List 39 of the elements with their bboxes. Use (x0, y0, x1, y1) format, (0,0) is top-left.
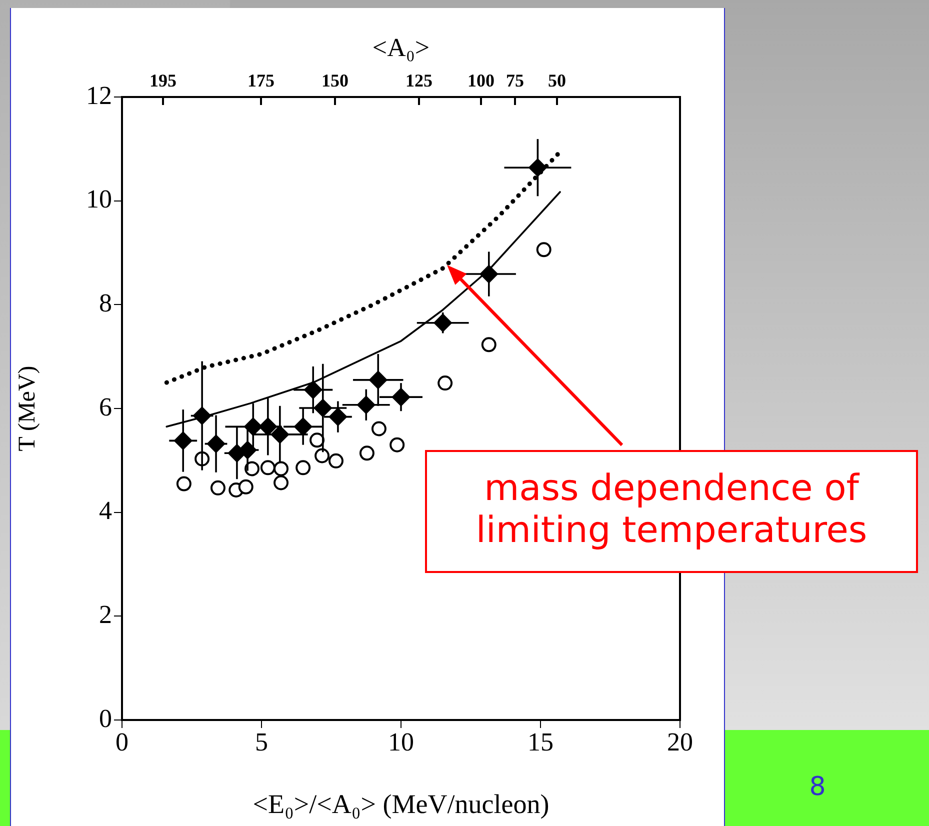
text: 150 (322, 70, 348, 91)
text: 195 (150, 70, 176, 91)
y-tick-label: 4 (99, 496, 112, 526)
point (359, 446, 374, 461)
x2-axis-title: <A₀> (372, 32, 430, 62)
text: 175 (248, 70, 274, 91)
x-tick-label: 5 (255, 727, 268, 756)
y-tick-label: 2 (99, 600, 112, 629)
text: 125 (406, 70, 432, 91)
y-tick-label: 12 (86, 80, 112, 110)
point (176, 476, 192, 492)
y-tick-label: 10 (86, 184, 112, 214)
point (274, 475, 289, 490)
point (438, 376, 453, 391)
point (371, 421, 386, 436)
y-tick-label: 6 (99, 392, 112, 422)
point (314, 448, 330, 464)
x-tick-label: 15 (528, 727, 554, 756)
annotation: mass dependence of limiting temperatures (425, 450, 918, 573)
point (210, 480, 226, 496)
point (536, 242, 552, 258)
point (328, 453, 344, 468)
point (390, 437, 405, 452)
x-tick-label: 20 (667, 727, 693, 756)
y-axis-title: T (MeV) (14, 366, 41, 452)
point (238, 479, 254, 494)
point (274, 461, 289, 476)
point (296, 460, 311, 476)
x-axis-title: <E₀>/<A₀> (MeV/nucleon) (252, 788, 550, 819)
text: 75 (506, 70, 524, 91)
text: 100 (468, 70, 494, 91)
point (481, 337, 496, 352)
y-tick-label: 8 (99, 288, 112, 318)
point (260, 460, 276, 476)
x-tick-label: 10 (388, 727, 414, 756)
text: 50 (548, 70, 566, 91)
y-tick-label: 0 (99, 704, 112, 733)
text: 8 (808, 772, 827, 802)
point (310, 432, 325, 448)
